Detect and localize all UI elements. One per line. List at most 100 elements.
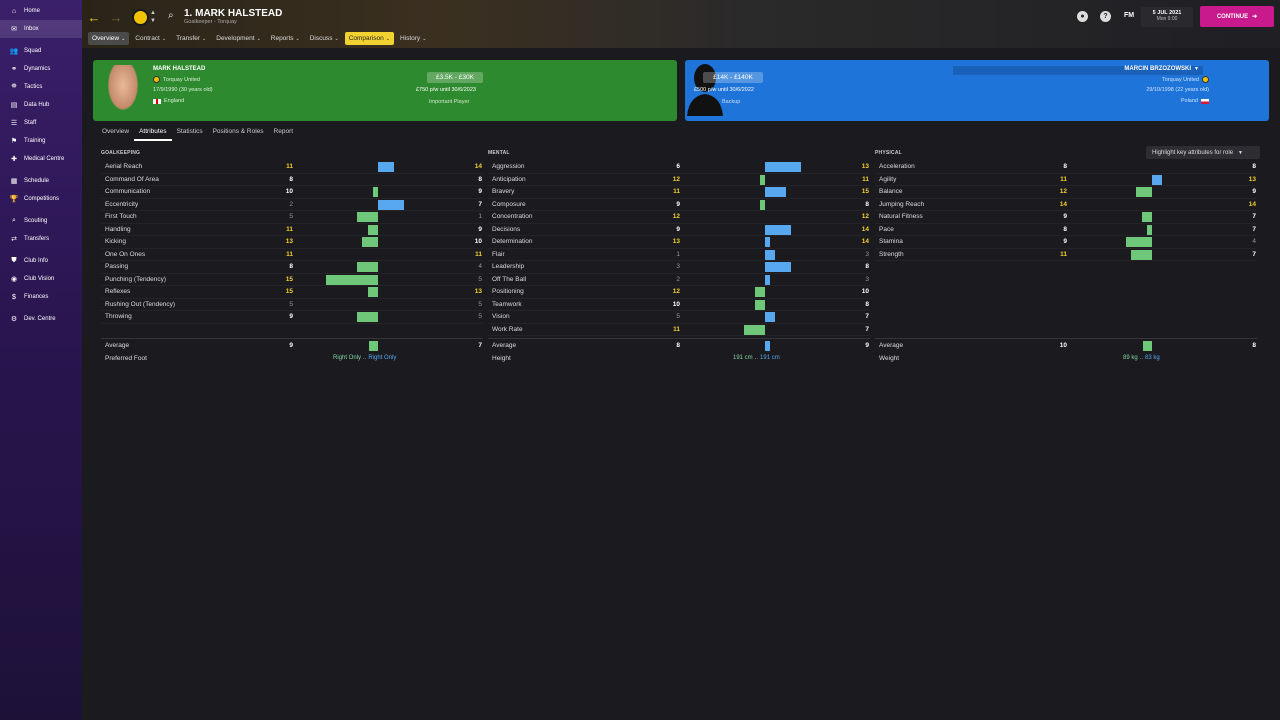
attribute-row[interactable]: Communication 10 9	[101, 186, 483, 199]
attribute-row[interactable]: Throwing 9 5	[101, 311, 483, 324]
right-player-value: 8	[865, 300, 869, 308]
right-player-value: 8	[478, 175, 482, 183]
tab-overview[interactable]: Overview ⌄	[88, 32, 130, 45]
sidebar-item-competitions[interactable]: 🏆 Competitions	[0, 190, 82, 208]
left-player-value: 11	[286, 250, 293, 258]
sidebar-item-medical-centre[interactable]: ✚ Medical Centre	[0, 150, 82, 168]
subtab-positions-roles[interactable]: Positions & Roles	[212, 128, 264, 135]
physical-heading: PHYSICAL	[875, 150, 902, 156]
attribute-row[interactable]: Decisions 9 14	[488, 224, 870, 236]
subtab-report[interactable]: Report	[273, 128, 294, 135]
attribute-row[interactable]: Punching (Tendency) 15 5	[101, 274, 483, 286]
left-player-value: 12	[672, 175, 680, 183]
attribute-difference-bar	[357, 312, 378, 322]
help-icon[interactable]: ?	[1100, 11, 1111, 22]
tab-contract[interactable]: Contract ⌄	[131, 32, 170, 45]
attribute-row[interactable]: Kicking 13 10	[101, 236, 483, 249]
england-flag-icon	[153, 98, 161, 104]
tab-development[interactable]: Development ⌄	[212, 32, 265, 45]
attribute-row[interactable]: Rushing Out (Tendency) 5 5	[101, 299, 483, 311]
sidebar-item-club-info[interactable]: ⛊ Club Info	[0, 252, 82, 270]
comparison-player-selector[interactable]	[953, 66, 1203, 75]
attribute-row[interactable]: Natural Fitness 9 7	[875, 211, 1257, 224]
attribute-row[interactable]: Command Of Area 8 8	[101, 174, 483, 186]
attribute-row[interactable]: Aerial Reach 11 14	[101, 161, 483, 174]
right-player-value: 11	[475, 250, 482, 258]
date-display[interactable]: 5 JUL 2021 Mon 9:00	[1141, 7, 1193, 27]
tab-comparison[interactable]: Comparison ⌄	[344, 32, 394, 45]
sidebar-item-scouting[interactable]: ⌕ Scouting	[0, 212, 82, 230]
left-player-wage: £750 p/w until 30/6/2023	[416, 87, 476, 93]
attribute-row[interactable]: Handling 11 9	[101, 224, 483, 236]
sidebar-item-home[interactable]: ⌂ Home	[0, 2, 82, 20]
attribute-row[interactable]: Strength 11 7	[875, 249, 1257, 261]
back-arrow-icon[interactable]: ←	[87, 9, 101, 25]
left-player-value: 9	[1063, 213, 1067, 220]
attribute-row[interactable]: One On Ones 11 11	[101, 249, 483, 261]
search-icon[interactable]: ⌕	[168, 10, 174, 21]
tab-history[interactable]: History ⌄	[396, 32, 430, 45]
attribute-row[interactable]: Off The Ball 2 3	[488, 274, 870, 286]
attribute-row[interactable]: Positioning 12 10	[488, 286, 870, 299]
right-player-name-line[interactable]: MARCIN BRZOZOWSKI ▼	[1124, 66, 1199, 72]
attribute-row[interactable]: Composure 9 8	[488, 199, 870, 211]
attribute-row[interactable]: Aggression 6 13	[488, 161, 870, 174]
subtab-overview[interactable]: Overview	[102, 128, 130, 135]
fm-logo[interactable]: FM	[1124, 12, 1135, 19]
attribute-row[interactable]: Passing 8 4	[101, 261, 483, 274]
attribute-row[interactable]: Leadership 3 8	[488, 261, 870, 274]
tab-reports[interactable]: Reports ⌄	[267, 32, 304, 45]
attribute-row[interactable]: First Touch 5 1	[101, 211, 483, 224]
club-switch-chevron-icon[interactable]: ▲ ▼	[150, 10, 156, 24]
attribute-row[interactable]: Agility 11 13	[875, 174, 1257, 186]
right-player-value: 14	[474, 163, 482, 170]
sidebar-item-dynamics[interactable]: ⚭ Dynamics	[0, 60, 82, 78]
attribute-row[interactable]: Bravery 11 15	[488, 186, 870, 199]
sidebar-item-finances[interactable]: $ Finances	[0, 288, 82, 306]
left-player-nation-line[interactable]: England	[153, 98, 184, 104]
attribute-difference-bar	[326, 274, 378, 285]
right-player-club-line[interactable]: Torquay United	[1162, 76, 1209, 83]
attribute-row[interactable]: Jumping Reach 14 14	[875, 199, 1257, 211]
attribute-row[interactable]: Work Rate 11 7	[488, 324, 870, 336]
attribute-name: Eccentricity	[105, 200, 139, 208]
right-player-value: 3	[865, 250, 869, 258]
highlight-key-attributes-dropdown[interactable]: Highlight key attributes for role ▼	[1146, 146, 1260, 159]
attribute-row[interactable]: Balance 12 9	[875, 186, 1257, 199]
right-player-nation-line[interactable]: Poland	[1181, 98, 1209, 104]
left-player-value: 9	[676, 200, 680, 208]
attribute-row[interactable]: Teamwork 10 8	[488, 299, 870, 311]
attribute-row[interactable]: Reflexes 15 13	[101, 286, 483, 299]
sidebar-item-club-vision[interactable]: ◉ Club Vision	[0, 270, 82, 288]
sidebar-item-squad[interactable]: 👥 Squad	[0, 42, 82, 60]
left-player-value: 5	[289, 213, 293, 220]
attribute-row[interactable]: Acceleration 8 8	[875, 161, 1257, 174]
right-player-value: 4	[1252, 238, 1256, 245]
tab-discuss[interactable]: Discuss ⌄	[306, 32, 343, 45]
tab-transfer[interactable]: Transfer ⌄	[172, 32, 210, 45]
attribute-row[interactable]: Determination 13 14	[488, 236, 870, 249]
sidebar-item-inbox[interactable]: ✉ Inbox	[0, 20, 82, 38]
attribute-row[interactable]: Concentration 12 12	[488, 211, 870, 224]
attribute-row[interactable]: Flair 1 3	[488, 249, 870, 261]
left-player-club-line[interactable]: Torquay United	[153, 76, 200, 83]
continue-button[interactable]: CONTINUE ➜	[1200, 6, 1274, 27]
subtab-attributes[interactable]: Attributes	[134, 126, 172, 141]
sidebar-item-training[interactable]: ⚑ Training	[0, 132, 82, 150]
forward-arrow-icon[interactable]: →	[109, 9, 123, 25]
sidebar-item-data-hub[interactable]: ▤ Data Hub	[0, 96, 82, 114]
globe-icon[interactable]: ●	[1077, 11, 1088, 22]
subtab-statistics[interactable]: Statistics	[176, 128, 203, 135]
sidebar-item-transfers[interactable]: ⇄ Transfers	[0, 230, 82, 248]
club-badge-icon[interactable]	[132, 9, 149, 26]
sidebar-item-tactics[interactable]: ⛯ Tactics	[0, 78, 82, 96]
attribute-row[interactable]: Pace 8 7	[875, 224, 1257, 236]
sidebar-item-dev-centre[interactable]: ⚙ Dev. Centre	[0, 310, 82, 328]
attribute-row[interactable]: Anticipation 12 11	[488, 174, 870, 186]
attribute-difference-bar	[765, 262, 791, 272]
attribute-row[interactable]: Eccentricity 2 7	[101, 199, 483, 211]
attribute-row[interactable]: Stamina 9 4	[875, 236, 1257, 249]
attribute-row[interactable]: Vision 5 7	[488, 311, 870, 324]
sidebar-item-staff[interactable]: ☰ Staff	[0, 114, 82, 132]
sidebar-item-schedule[interactable]: ▦ Schedule	[0, 172, 82, 190]
